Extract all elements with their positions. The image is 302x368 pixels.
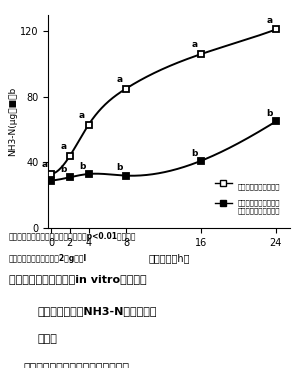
Text: b: b (116, 163, 123, 172)
Y-axis label: NH3-N(μg／■）b: NH3-N(μg／■）b (8, 87, 17, 156)
Text: a: a (41, 160, 48, 169)
Legend: 水溶性褐変物質無添加, ペレニアルライグラス
由水溶性褐変物質添加: 水溶性褐変物質無添加, ペレニアルライグラス 由水溶性褐変物質添加 (210, 171, 285, 219)
Text: a: a (266, 15, 272, 25)
X-axis label: 培養時間（h）: 培養時間（h） (148, 254, 190, 263)
Text: ルーメン液中のNH3-N濃度に及ぼ: ルーメン液中のNH3-N濃度に及ぼ (37, 306, 157, 316)
Text: b: b (266, 109, 272, 118)
Text: 各培養時間の異なる符号間で有意差（p<0.01）あり．: 各培養時間の異なる符号間で有意差（p<0.01）あり． (9, 232, 137, 241)
Text: b: b (191, 149, 198, 158)
Text: a: a (60, 142, 66, 151)
Text: a: a (117, 75, 123, 84)
Text: （人工加熱ペレニアルライグラス）: （人工加熱ペレニアルライグラス） (23, 363, 129, 368)
Text: a: a (79, 111, 85, 120)
Text: す影響: す影響 (37, 335, 57, 344)
Text: b: b (60, 165, 66, 174)
Text: b: b (79, 162, 85, 171)
Text: a: a (191, 40, 198, 49)
Text: 水溶性褐変物質添加量：2　g／　l: 水溶性褐変物質添加量：2 g／ l (9, 254, 87, 263)
Text: 図１．水溶性褐変物質in vitro培養した: 図１．水溶性褐変物質in vitro培養した (9, 274, 147, 284)
